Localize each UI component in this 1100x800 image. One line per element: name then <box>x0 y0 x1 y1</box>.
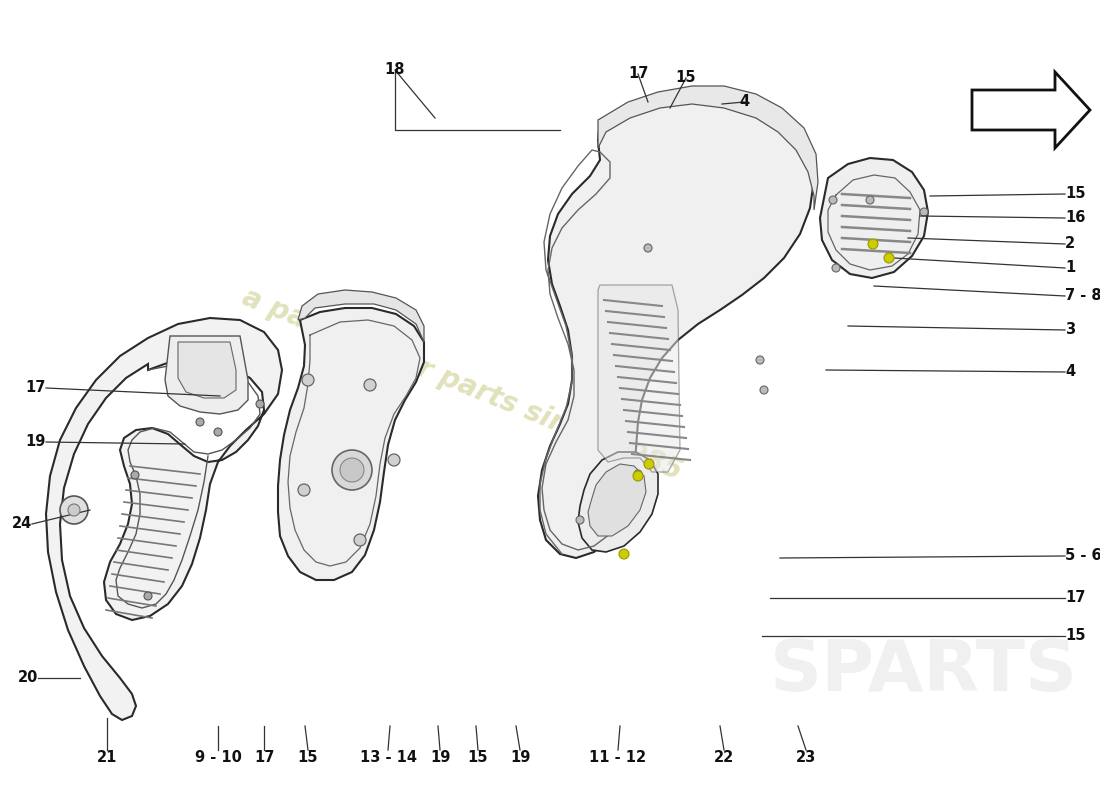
Text: 4: 4 <box>739 94 749 110</box>
Text: 2: 2 <box>1065 237 1075 251</box>
Text: 4: 4 <box>1065 365 1075 379</box>
Circle shape <box>214 428 222 436</box>
Circle shape <box>634 470 642 478</box>
Text: 5 - 6: 5 - 6 <box>1065 549 1100 563</box>
Polygon shape <box>178 342 236 398</box>
Text: 19: 19 <box>430 750 450 765</box>
Text: 17: 17 <box>25 381 46 395</box>
Text: 15: 15 <box>1065 186 1086 202</box>
Circle shape <box>144 592 152 600</box>
Circle shape <box>829 196 837 204</box>
Text: 21: 21 <box>97 750 118 765</box>
Polygon shape <box>588 464 646 536</box>
Text: 15: 15 <box>1065 629 1086 643</box>
Text: 17: 17 <box>628 66 648 82</box>
Text: 19: 19 <box>509 750 530 765</box>
Circle shape <box>868 239 878 249</box>
Text: 23: 23 <box>796 750 816 765</box>
Circle shape <box>619 549 629 559</box>
Polygon shape <box>538 88 814 558</box>
Circle shape <box>644 459 654 469</box>
Circle shape <box>60 496 88 524</box>
Polygon shape <box>46 318 282 720</box>
Polygon shape <box>598 285 680 472</box>
Circle shape <box>920 208 928 216</box>
Text: 15: 15 <box>298 750 318 765</box>
Circle shape <box>256 400 264 408</box>
Circle shape <box>302 374 313 386</box>
Circle shape <box>332 450 372 490</box>
Text: 22: 22 <box>714 750 734 765</box>
Text: 17: 17 <box>254 750 274 765</box>
Circle shape <box>68 504 80 516</box>
Circle shape <box>756 356 764 364</box>
Circle shape <box>131 471 139 479</box>
Circle shape <box>298 484 310 496</box>
Text: 24: 24 <box>12 517 32 531</box>
Text: 11 - 12: 11 - 12 <box>590 750 647 765</box>
Circle shape <box>354 534 366 546</box>
Text: 7 - 8: 7 - 8 <box>1065 289 1100 303</box>
Circle shape <box>866 196 874 204</box>
Circle shape <box>884 253 894 263</box>
Text: 19: 19 <box>25 434 46 450</box>
Polygon shape <box>972 72 1090 148</box>
Circle shape <box>364 379 376 391</box>
Circle shape <box>632 471 644 481</box>
Polygon shape <box>598 86 818 210</box>
Text: SPARTS: SPARTS <box>770 638 1078 706</box>
Text: a passion for parts since 1985: a passion for parts since 1985 <box>238 282 686 486</box>
Text: 13 - 14: 13 - 14 <box>360 750 417 765</box>
Circle shape <box>388 454 400 466</box>
Polygon shape <box>298 290 424 342</box>
Circle shape <box>340 458 364 482</box>
Polygon shape <box>165 336 248 414</box>
Circle shape <box>760 386 768 394</box>
Polygon shape <box>278 308 424 580</box>
Circle shape <box>196 418 204 426</box>
Circle shape <box>576 516 584 524</box>
Circle shape <box>644 244 652 252</box>
Text: 15: 15 <box>675 70 696 86</box>
Text: 15: 15 <box>468 750 488 765</box>
Text: 18: 18 <box>385 62 405 78</box>
Polygon shape <box>820 158 928 278</box>
Text: 17: 17 <box>1065 590 1086 606</box>
Text: 16: 16 <box>1065 210 1086 226</box>
Circle shape <box>832 264 840 272</box>
Text: 3: 3 <box>1065 322 1075 338</box>
Polygon shape <box>578 452 658 552</box>
Text: 20: 20 <box>18 670 38 686</box>
Text: 1: 1 <box>1065 261 1076 275</box>
Text: 9 - 10: 9 - 10 <box>195 750 241 765</box>
